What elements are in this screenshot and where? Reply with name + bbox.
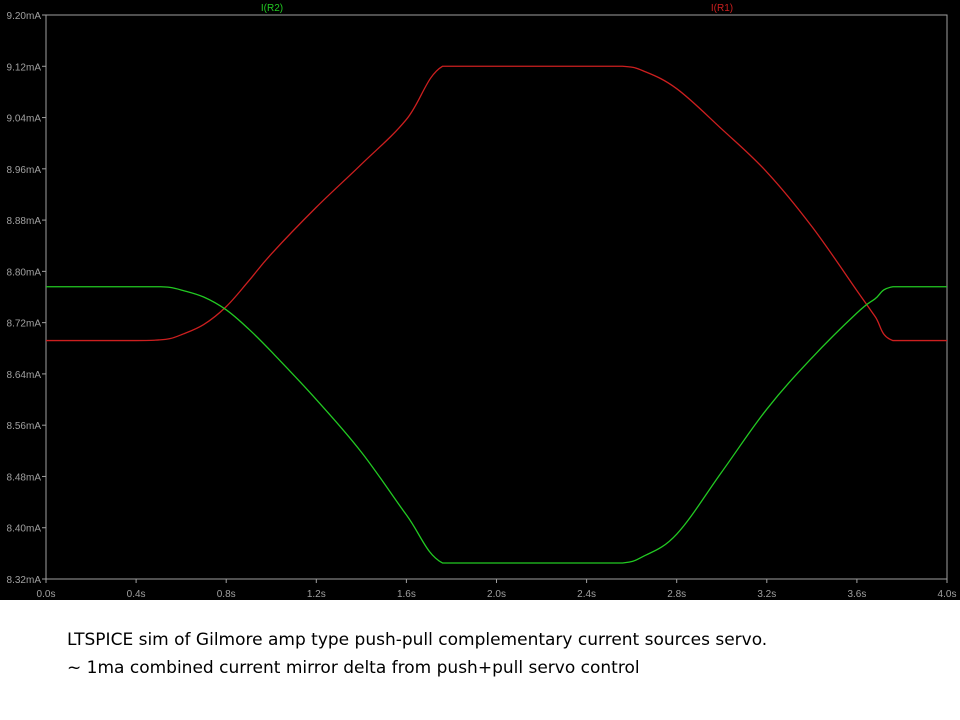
x-tick-label: 2.0s: [487, 589, 506, 600]
y-tick-label: 8.80mA: [7, 267, 42, 278]
x-tick-label: 2.8s: [667, 589, 686, 600]
series-lines: [45, 65, 948, 564]
caption: LTSPICE sim of Gilmore amp type push-pul…: [67, 626, 947, 682]
x-tick-label: 0.0s: [37, 589, 56, 600]
y-tick-label: 9.12mA: [7, 62, 42, 73]
legend-label-r1: I(R1): [711, 3, 733, 14]
x-tick-label: 2.4s: [577, 589, 596, 600]
y-tick-label: 8.56mA: [7, 421, 42, 432]
x-tick-label: 0.4s: [127, 589, 146, 600]
caption-line-2: ~ 1ma combined current mirror delta from…: [67, 658, 640, 678]
series-line-ir1: [45, 65, 947, 342]
y-tick-label: 8.32mA: [7, 575, 42, 586]
x-tick-label: 3.2s: [757, 589, 776, 600]
series-line-ir2: [46, 286, 948, 564]
chart-svg: 8.32mA 8.40mA 8.48mA 8.56mA 8.64mA 8.72mA 8.80…: [7, 3, 957, 600]
y-tick-label: 8.64mA: [7, 370, 42, 381]
y-tick-label: 8.40mA: [7, 524, 42, 535]
y-tick-label: 8.96mA: [7, 165, 42, 176]
x-tick-label: 1.6s: [397, 589, 416, 600]
x-tick-label: 1.2s: [307, 589, 326, 600]
plot-frame: [45, 14, 948, 580]
x-tick-label: 0.8s: [217, 589, 236, 600]
x-tick-label: 4.0s: [938, 589, 957, 600]
plot-area: 8.32mA 8.40mA 8.48mA 8.56mA 8.64mA 8.72mA 8.80…: [0, 0, 960, 600]
legend-label-r2: I(R2): [261, 3, 283, 14]
y-tick-label: 8.48mA: [7, 472, 42, 483]
x-tick-label: 3.6s: [847, 589, 866, 600]
y-tick-label: 8.72mA: [7, 319, 42, 330]
y-tick-label: 9.04mA: [7, 114, 42, 125]
y-tick-label: 8.88mA: [7, 216, 42, 227]
y-tick-label: 9.20mA: [7, 11, 42, 22]
caption-line-1: LTSPICE sim of Gilmore amp type push-pul…: [67, 630, 768, 650]
legend: I(R2) I(R1): [261, 3, 733, 14]
y-axis-ticks: 8.32mA 8.40mA 8.48mA 8.56mA 8.64mA 8.72mA 8.80…: [7, 11, 46, 586]
x-axis-ticks: 0.0s 0.4s 0.8s 1.2s 1.6s 2.0s 2.4s 2.8s 3.2s 3.6s…: [37, 579, 957, 600]
